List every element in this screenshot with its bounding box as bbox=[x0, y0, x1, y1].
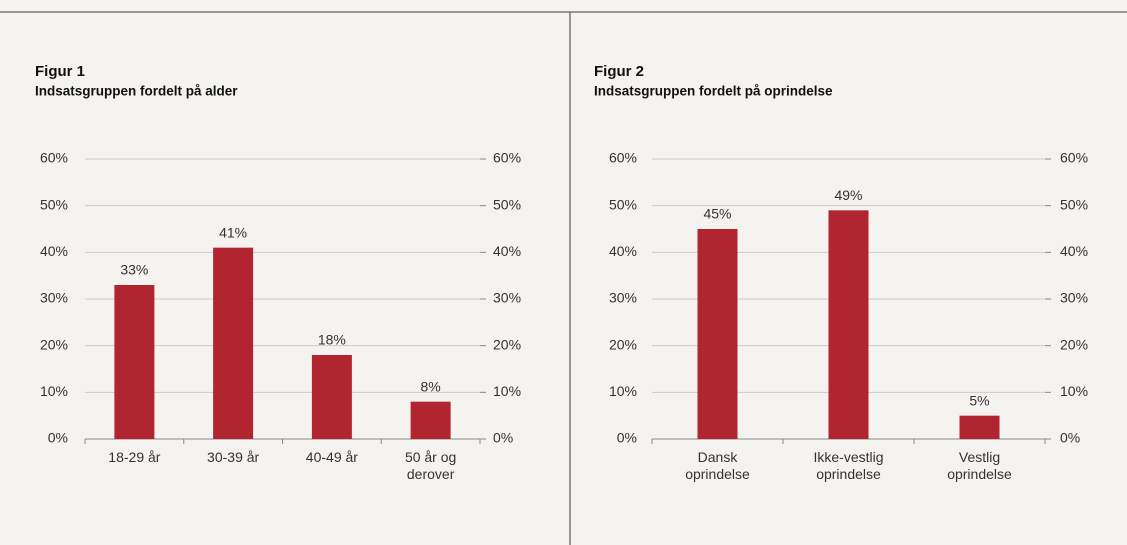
value-label: 18% bbox=[318, 332, 346, 348]
y-tick-label: 0% bbox=[48, 430, 68, 446]
x-tick-label-box: Ikke-vestlig oprindelse bbox=[813, 449, 884, 482]
y-tick-label: 10% bbox=[40, 383, 68, 399]
x-tick-label-box: Dansk oprindelse bbox=[685, 449, 750, 482]
x-tick-label: 50 år og derover bbox=[404, 449, 457, 482]
bar bbox=[959, 415, 1000, 439]
y-tick-label: 50% bbox=[609, 196, 637, 212]
y-tick-label: 60% bbox=[40, 150, 68, 166]
y2-tick-label: 10% bbox=[1060, 383, 1088, 399]
figure-label: Figur 1 bbox=[35, 63, 85, 80]
y2-tick-label: 60% bbox=[493, 150, 521, 166]
bar bbox=[114, 285, 155, 439]
y2-tick-label: 30% bbox=[1060, 290, 1088, 306]
bar bbox=[828, 210, 869, 439]
y-tick-label: 30% bbox=[609, 290, 637, 306]
bar bbox=[410, 401, 451, 439]
figure-label: Figur 2 bbox=[594, 63, 644, 80]
y2-tick-label: 0% bbox=[1060, 430, 1080, 446]
chart-title: Indsatsgruppen fordelt på alder bbox=[35, 84, 238, 99]
y2-tick-label: 60% bbox=[1060, 150, 1088, 166]
x-tick-label: Ikke-vestlig oprindelse bbox=[813, 449, 884, 482]
y2-tick-label: 10% bbox=[493, 383, 521, 399]
x-tick-label-box: 30-39 år bbox=[207, 449, 260, 465]
x-tick-label-box: 40-49 år bbox=[305, 449, 358, 465]
y2-tick-label: 40% bbox=[493, 243, 521, 259]
value-label: 49% bbox=[834, 187, 862, 203]
value-label: 5% bbox=[969, 392, 989, 408]
bar bbox=[213, 247, 254, 439]
x-tick-label: Dansk oprindelse bbox=[685, 449, 750, 482]
y2-tick-label: 30% bbox=[493, 290, 521, 306]
value-label: 45% bbox=[703, 206, 731, 222]
y2-tick-label: 40% bbox=[1060, 243, 1088, 259]
y-tick-label: 10% bbox=[609, 383, 637, 399]
y-tick-label: 0% bbox=[617, 430, 637, 446]
x-tick-label: 30-39 år bbox=[207, 449, 260, 465]
value-label: 8% bbox=[421, 378, 441, 394]
x-tick-label: 40-49 år bbox=[305, 449, 358, 465]
y2-tick-label: 20% bbox=[493, 336, 521, 352]
value-label: 41% bbox=[219, 224, 247, 240]
x-tick-label-box: 50 år og derover bbox=[404, 449, 457, 482]
y-tick-label: 30% bbox=[40, 290, 68, 306]
bar bbox=[697, 229, 738, 439]
y-tick-label: 40% bbox=[609, 243, 637, 259]
value-label: 33% bbox=[120, 262, 148, 278]
chart-title: Indsatsgruppen fordelt på oprindelse bbox=[594, 84, 833, 99]
y-tick-label: 20% bbox=[609, 336, 637, 352]
x-tick-label-box: Vestlig oprindelse bbox=[947, 449, 1012, 482]
y2-tick-label: 20% bbox=[1060, 336, 1088, 352]
x-tick-label: Vestlig oprindelse bbox=[947, 449, 1012, 482]
y2-tick-label: 0% bbox=[493, 430, 513, 446]
y2-tick-label: 50% bbox=[1060, 196, 1088, 212]
bar bbox=[311, 355, 352, 439]
y-tick-label: 50% bbox=[40, 196, 68, 212]
y-tick-label: 60% bbox=[609, 150, 637, 166]
y2-tick-label: 50% bbox=[493, 196, 521, 212]
x-tick-label-box: 18-29 år bbox=[108, 449, 161, 465]
y-tick-label: 40% bbox=[40, 243, 68, 259]
y-tick-label: 20% bbox=[40, 336, 68, 352]
x-tick-label: 18-29 år bbox=[108, 449, 161, 465]
